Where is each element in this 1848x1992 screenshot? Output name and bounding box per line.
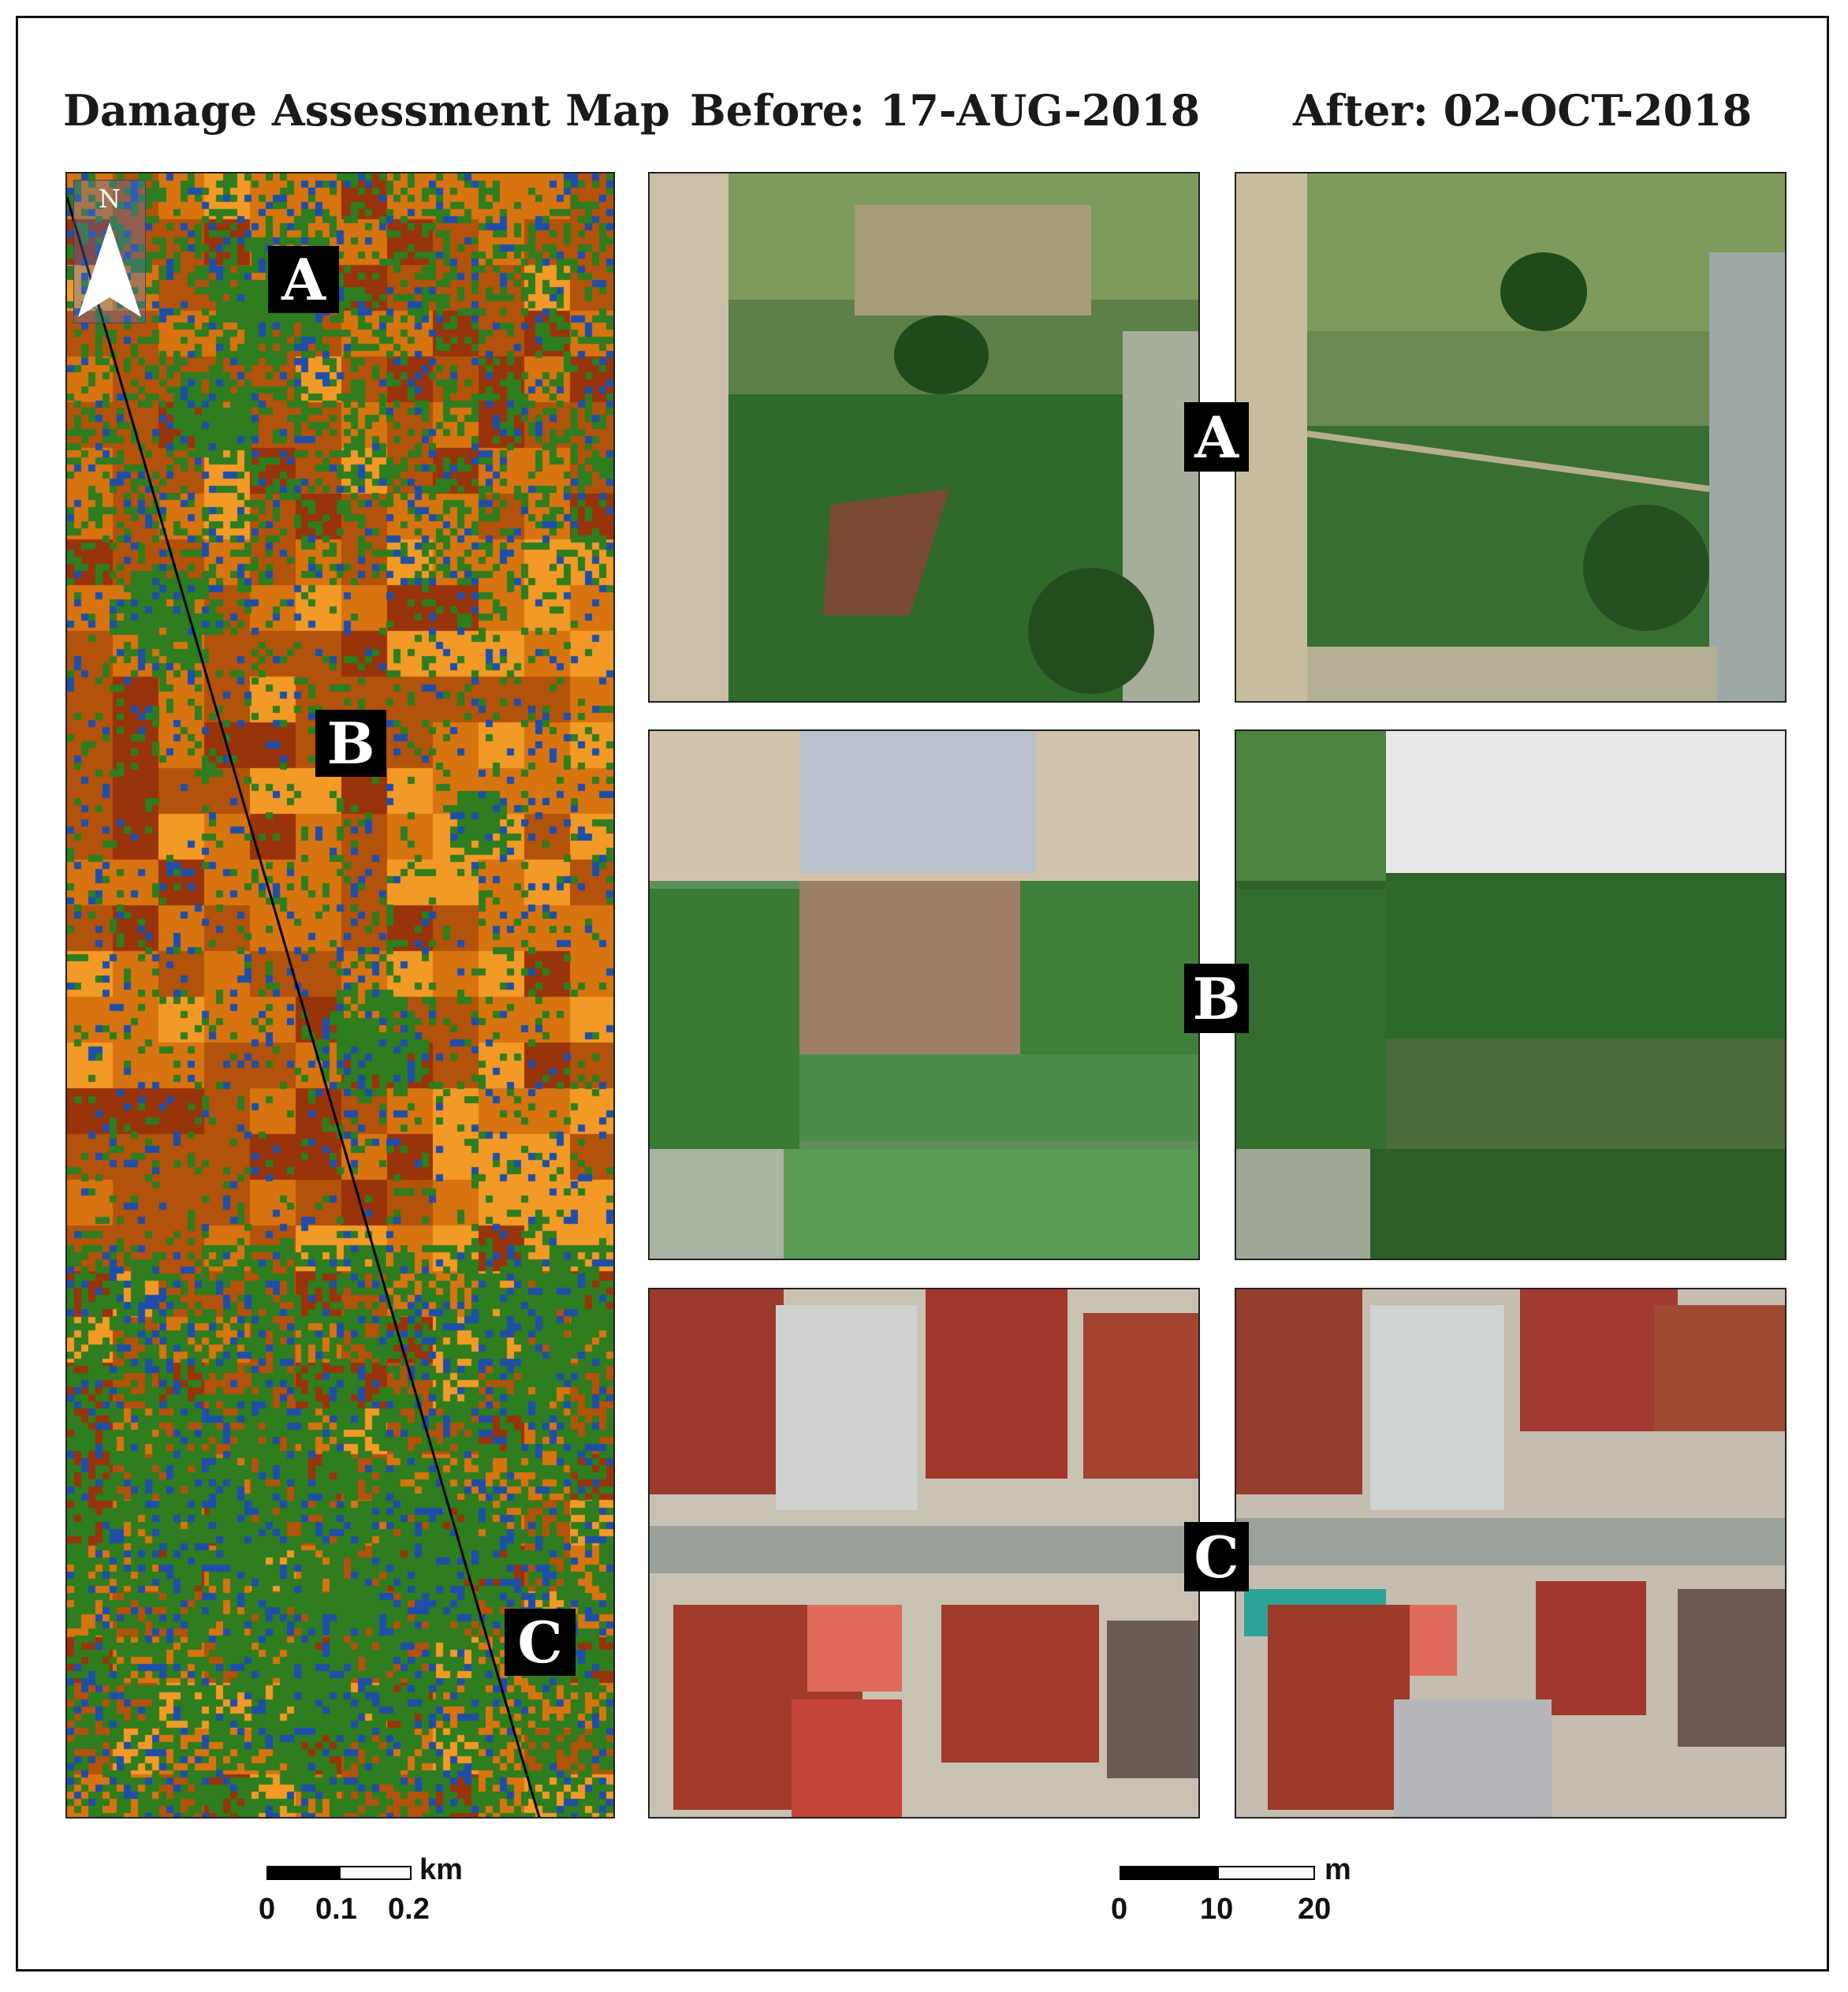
scalebar-map-tick-1: 0.1 [315,1893,357,1926]
north-arrow-shape [78,222,141,317]
north-letter: N [99,184,121,214]
before-heading: Before: 17-AUG-2018 [690,85,1201,136]
after-heading: After: 02-OCT-2018 [1293,85,1753,136]
scalebar-map-tick-0: 0 [259,1893,276,1926]
scalebar-map-seg-2 [339,1866,412,1880]
map-label-c: C [505,1609,576,1676]
transect-line [67,196,541,1817]
after-image-c [1235,1288,1787,1819]
after-image-a [1235,172,1787,703]
figure-frame [16,16,1829,1971]
scalebar-images-tick-0: 0 [1111,1893,1128,1926]
image-label-a: A [1184,402,1249,472]
before-image-c [648,1288,1200,1819]
before-image-b [648,729,1200,1260]
image-label-b: B [1184,964,1249,1033]
scalebar-map-unit: km [419,1853,463,1886]
map-heading: Damage Assessment Map [63,85,670,136]
scalebar-map-seg-1 [266,1866,339,1880]
scalebar-images-seg-2 [1217,1866,1315,1880]
map-label-b: B [315,710,386,777]
damage-map-raster [67,173,613,1817]
after-a-scene [1236,173,1785,701]
damage-map: N A B C [65,172,615,1819]
scalebar-map-tick-2: 0.2 [388,1893,430,1926]
after-c-scene [1236,1289,1785,1817]
before-image-a [648,172,1200,703]
scalebar-images-tick-2: 20 [1298,1893,1332,1926]
scalebar-images-seg-1 [1120,1866,1217,1880]
image-label-c: C [1184,1522,1249,1591]
before-c-scene [650,1289,1198,1817]
after-b-scene [1236,731,1785,1259]
before-a-scene [650,173,1198,701]
after-image-b [1235,729,1787,1260]
before-b-scene [650,731,1198,1259]
map-label-a: A [268,246,339,313]
north-arrow-icon: N [73,180,146,323]
scalebar-images-tick-1: 10 [1200,1893,1234,1926]
scalebar-images-unit: m [1325,1853,1351,1886]
